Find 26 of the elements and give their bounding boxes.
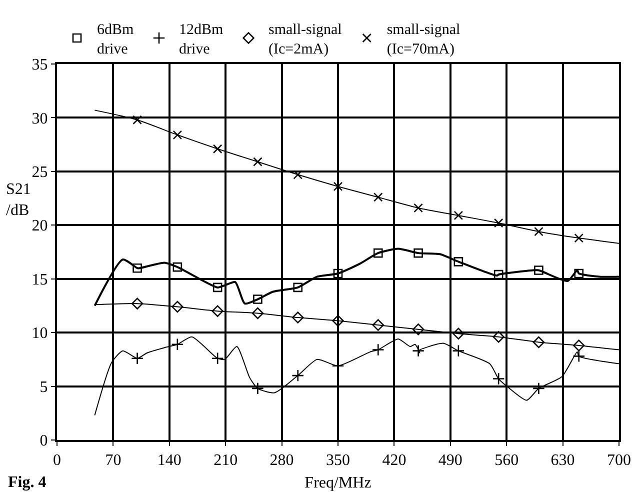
y-axis-title: S21 /dB [6,181,31,219]
x-tick-label: 700 [607,452,631,470]
y-tick-label: 20 [32,218,48,235]
y-tick-label: 0 [40,432,48,450]
caption: Fig. 4 [8,474,46,491]
legend-label: small-signal (Ic=2mA) [268,22,342,58]
x-tick-label: 0 [53,452,61,470]
legend-label: 12dBm drive [179,22,224,58]
y-tick-label: 10 [32,325,48,342]
x-tick-label: 490 [438,452,462,470]
x-tick-label: 280 [270,452,294,470]
x-tick-label: 630 [550,452,575,470]
x-tick-label: 210 [214,452,238,470]
legend-label: 6dBm drive [97,22,134,58]
x-axis-title: Freq/MHz [304,474,372,492]
x-tick-label: 140 [157,452,182,470]
legend-label: small-signal (Ic=70mA) [386,22,460,58]
x-tick-label: 350 [326,452,350,470]
y-tick-label: 25 [32,164,48,182]
x-tick-label: 420 [382,452,406,470]
x-tick-label: 70 [105,452,122,470]
y-tick-label: 30 [32,110,48,128]
y-tick-label: 35 [32,56,48,74]
y-tick-label: 15 [32,271,48,288]
y-tick-label: 5 [40,378,48,396]
x-tick-label: 560 [494,452,519,470]
